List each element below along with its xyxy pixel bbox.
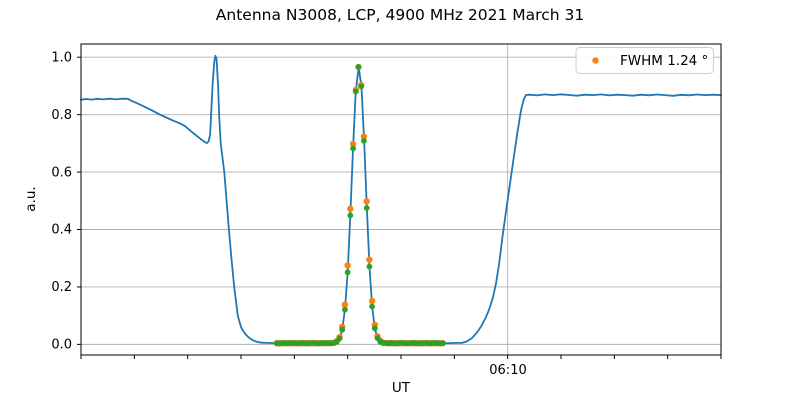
legend-frame bbox=[575, 47, 714, 74]
legend-marker-icon bbox=[592, 57, 599, 64]
selected-data-points-marker bbox=[342, 306, 348, 313]
plot-series bbox=[80, 54, 722, 347]
y-tick-label-0-4: 0.4 bbox=[51, 223, 72, 238]
gridlines bbox=[81, 44, 721, 355]
y-tick-label-0-6: 0.6 bbox=[51, 165, 72, 180]
y-tick-label-0-0: 0.0 bbox=[51, 338, 72, 353]
selected-data-points-marker bbox=[352, 88, 359, 95]
y-tick-label-0-8: 0.8 bbox=[51, 108, 72, 123]
x-tick-label-0610: 06:10 bbox=[489, 363, 526, 378]
gaussian-fit-points-marker bbox=[344, 262, 351, 269]
gaussian-fit-points-marker bbox=[368, 297, 376, 305]
gaussian-fit-points-marker bbox=[366, 256, 373, 263]
selected-data-points-marker bbox=[366, 263, 373, 270]
chart-title: Antenna N3008, LCP, 4900 MHz 2021 March … bbox=[216, 6, 584, 24]
selected-data-points-marker bbox=[336, 335, 343, 342]
selected-data-points-marker bbox=[344, 269, 351, 276]
selected-data-points-marker bbox=[371, 325, 378, 332]
selected-data-points-marker bbox=[363, 205, 370, 211]
selected-data-points-marker bbox=[439, 340, 446, 347]
y-tick-label-0-2: 0.2 bbox=[51, 280, 72, 295]
gaussian-fit-points-marker bbox=[341, 301, 349, 308]
gaussian-fit-points-marker bbox=[360, 133, 368, 140]
selected-data-points-marker bbox=[361, 137, 367, 144]
x-axis-label: UT bbox=[392, 380, 411, 396]
gaussian-fit-points-marker bbox=[363, 198, 370, 205]
y-tick-label-1-0: 1.0 bbox=[51, 51, 72, 66]
gaussian-fit-points-marker bbox=[349, 140, 357, 148]
legend: FWHM 1.24 ° bbox=[575, 47, 714, 74]
legend-label: FWHM 1.24 ° bbox=[620, 53, 708, 69]
axes bbox=[77, 43, 722, 359]
gaussian-fit-points-marker bbox=[347, 205, 354, 212]
selected-data-points-marker bbox=[355, 64, 362, 70]
selected-data-points-marker bbox=[339, 326, 346, 333]
y-axis-label: a.u. bbox=[23, 186, 39, 211]
selected-data-points-marker bbox=[369, 303, 375, 310]
selected-data-points-marker bbox=[347, 212, 354, 219]
selected-data-points-marker bbox=[358, 83, 365, 90]
selected-data-points-marker bbox=[350, 145, 356, 152]
drift-scan-signal-line bbox=[80, 54, 722, 345]
plot-spines bbox=[80, 43, 722, 356]
